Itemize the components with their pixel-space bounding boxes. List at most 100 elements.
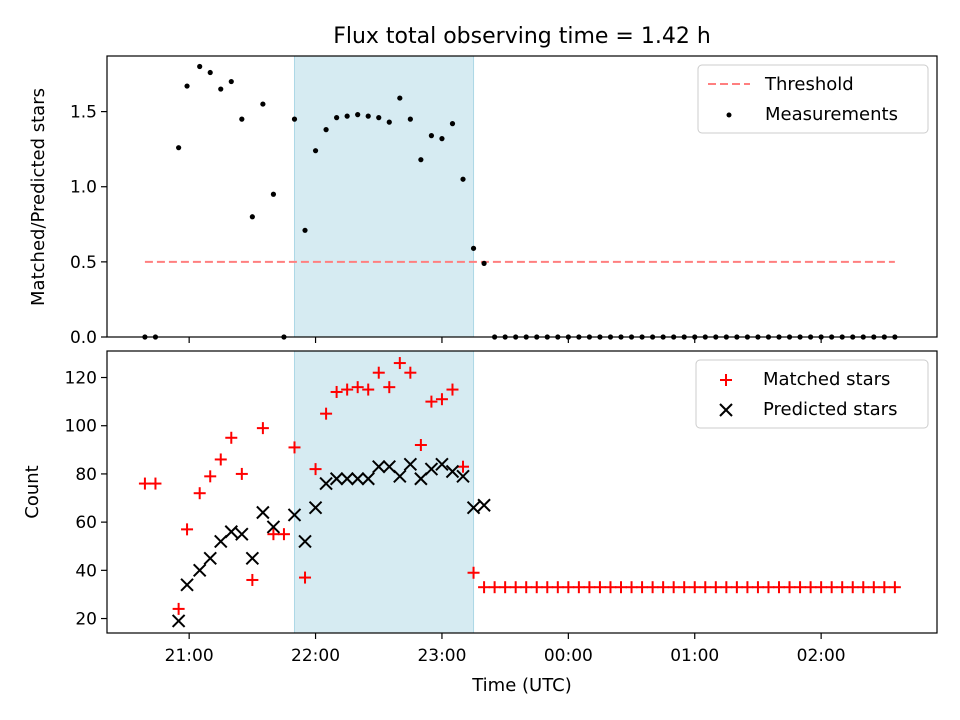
matched-point — [762, 581, 775, 594]
matched-point — [846, 581, 859, 594]
legend-matched-label: Matched stars — [763, 369, 890, 390]
legend-measurements-label: Measurements — [765, 104, 898, 125]
matched-point — [362, 383, 375, 396]
predicted-point — [319, 476, 333, 491]
matched-point — [699, 581, 712, 594]
matched-point — [604, 581, 617, 594]
y-tick-label: 40 — [75, 561, 97, 581]
measurement-point — [344, 113, 350, 119]
matched-point — [446, 383, 459, 396]
matched-point — [741, 581, 754, 594]
matched-point — [773, 581, 786, 594]
predicted-point — [245, 551, 260, 565]
predicted-point — [382, 459, 396, 474]
predicted-point — [266, 520, 281, 534]
measurement-point — [207, 69, 213, 76]
matched-point — [530, 581, 543, 594]
matched-point — [804, 581, 817, 594]
predicted-point — [477, 498, 491, 512]
bottom-y-axis-label: Count — [22, 465, 43, 518]
measurement-point — [386, 119, 392, 125]
measurement-point — [291, 116, 298, 122]
matched-point — [836, 581, 849, 594]
measurement-point — [184, 83, 190, 89]
top-legend-box — [697, 64, 929, 134]
x-tick-label: 23:00 — [417, 646, 466, 666]
predicted-point — [224, 525, 238, 539]
measurement-point — [376, 115, 382, 121]
matched-point — [225, 431, 238, 444]
top-axes-frame — [106, 55, 938, 338]
matched-point — [138, 477, 151, 490]
matched-point — [181, 523, 194, 536]
matched-point — [678, 581, 691, 594]
matched-point — [867, 581, 880, 594]
matched-point — [256, 422, 269, 435]
matched-point — [435, 393, 448, 406]
matched-point — [467, 566, 480, 579]
matched-point — [204, 470, 217, 483]
matched-point — [193, 487, 206, 500]
predicted-point — [466, 500, 481, 515]
y-tick-label: 100 — [65, 417, 97, 437]
bottom-series-layer — [138, 357, 901, 628]
y-tick-label: 0.0 — [70, 328, 97, 348]
matched-point — [657, 581, 670, 594]
matched-point — [299, 571, 312, 584]
top-y-axis: 0.0 0.5 1.0 1.5 — [70, 103, 107, 348]
predicted-point — [424, 462, 439, 476]
matched-point — [709, 581, 722, 594]
predicted-point — [214, 534, 228, 549]
y-tick-label: 60 — [75, 513, 97, 533]
matched-point — [149, 477, 162, 490]
legend-predicted-label: Predicted stars — [763, 399, 897, 420]
measurement-point — [365, 113, 371, 119]
predicted-point — [180, 578, 194, 592]
chart-title: Flux total observing time = 1.42 h — [333, 24, 711, 49]
matched-point — [815, 581, 828, 594]
legend-threshold-label: Threshold — [764, 74, 854, 95]
matched-point — [857, 581, 870, 594]
predicted-point — [256, 505, 270, 520]
top-panel: 0.0 0.5 1.0 1.5 Matched/Predicted stars Thr… — [28, 55, 938, 348]
measurement-point — [249, 214, 255, 220]
matched-point — [551, 581, 564, 594]
bottom-legend: Matched stars Predicted stars — [695, 359, 929, 429]
matched-point — [615, 581, 628, 594]
x-tick-label: 22:00 — [291, 646, 340, 666]
predicted-point — [287, 508, 302, 522]
matched-point — [878, 581, 891, 594]
bottom-x-axis: 21:00 22:00 23:00 00:00 01:00 02:00 — [165, 633, 846, 666]
predicted-point — [435, 457, 449, 471]
matched-point — [499, 581, 512, 594]
top-shaded-span — [293, 55, 475, 338]
matched-point — [372, 366, 385, 379]
y-tick-label: 1.5 — [70, 103, 97, 123]
predicted-point — [445, 464, 460, 479]
matched-point — [509, 581, 522, 594]
matched-point — [720, 581, 733, 594]
matched-point — [172, 602, 185, 615]
predicted-point — [350, 472, 365, 486]
predicted-point — [192, 563, 207, 578]
top-legend: Threshold Measurements — [697, 64, 929, 134]
matched-point — [593, 581, 606, 594]
matched-point — [414, 439, 427, 451]
predicted-point — [456, 469, 470, 484]
matched-point — [309, 463, 322, 476]
matched-point — [393, 357, 406, 370]
matched-point — [888, 581, 901, 594]
predicted-point — [340, 472, 354, 486]
matched-point — [277, 528, 290, 541]
legend-predicted-swatch — [719, 403, 733, 417]
y-tick-label: 1.0 — [70, 178, 97, 198]
measurement-point — [470, 245, 477, 251]
bottom-panel: 20 40 60 80 100 120 21:00 22:00 23:00 00:00 01:00… — [22, 350, 938, 696]
matched-point — [583, 581, 596, 594]
legend-measurements-swatch — [726, 112, 732, 118]
matched-point — [562, 581, 575, 594]
matched-point — [751, 581, 764, 594]
measurement-point — [228, 78, 234, 85]
matched-point — [383, 381, 396, 394]
